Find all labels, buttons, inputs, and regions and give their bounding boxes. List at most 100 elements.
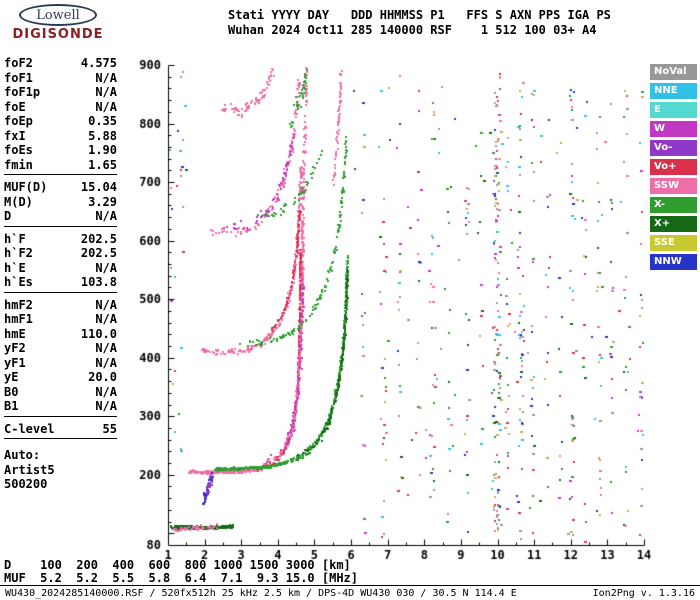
param-row-h`Es: h`Es 103.8 [4, 275, 117, 290]
param-group-3: hmF2 N/A hmF1 N/A hmE 110.0 yF2 N/A yF1 N/A yE 20.0… [4, 298, 117, 417]
legend-item-E: E [650, 102, 697, 118]
param-row-MUF(D): MUF(D) 15.04 [4, 180, 117, 195]
param-label: yF2 [4, 341, 26, 355]
param-value: N/A [95, 312, 117, 326]
param-value: N/A [95, 260, 117, 275]
param-label: fmin [4, 157, 33, 172]
param-group-4: C-level 55 [4, 422, 117, 439]
param-value: N/A [95, 209, 117, 223]
param-row-foF2: foF2 4.575 [4, 56, 117, 71]
param-value: 55 [102, 421, 117, 436]
param-value: 3.29 [88, 194, 117, 209]
param-row-hmF2: hmF2 N/A [4, 298, 117, 313]
param-value: 15.04 [80, 180, 117, 194]
param-label: foE [4, 99, 26, 114]
parameter-panel: foF2 4.575 foF1 N/A foF1p N/A foE N/A foEp 0.35 fx… [4, 56, 117, 492]
param-row-h`F2: h`F2 202.5 [4, 246, 117, 261]
param-row-foF1: foF1 N/A [4, 71, 117, 86]
param-footer-line-0: Auto: [4, 448, 41, 462]
digisonde-logo-text: DIGISONDE [12, 27, 104, 42]
param-row-B0: B0 N/A [4, 385, 117, 400]
param-value: 0.35 [88, 114, 117, 128]
param-value: N/A [95, 341, 117, 355]
param-label: h`Es [4, 275, 33, 289]
param-row-h`E: h`E N/A [4, 261, 117, 276]
param-row-yF1: yF1 N/A [4, 356, 117, 371]
param-value: 202.5 [80, 231, 117, 246]
lowell-logo-text: Lowell [36, 7, 80, 23]
lowell-logo-oval: Lowell [19, 4, 97, 26]
param-value: N/A [95, 297, 117, 312]
param-label: hmF2 [4, 297, 33, 312]
param-row-h`F: h`F 202.5 [4, 232, 117, 247]
legend-item-NoVal: NoVal [650, 64, 697, 80]
legend-item-W: W [650, 121, 697, 137]
param-row-yF2: yF2 N/A [4, 341, 117, 356]
param-label: foF1p [4, 85, 41, 99]
param-group-0: foF2 4.575 foF1 N/A foF1p N/A foE N/A foEp 0.35 fx… [4, 56, 117, 175]
param-label: B0 [4, 384, 19, 399]
param-row-foE: foE N/A [4, 100, 117, 115]
param-group-2: h`F 202.5 h`F2 202.5 h`E N/A h`Es 103.8 [4, 232, 117, 293]
param-row-foEp: foEp 0.35 [4, 114, 117, 129]
muf-table: D 100 200 400 600 800 1000 1500 3000 [km… [4, 558, 359, 585]
param-label: hmE [4, 326, 26, 341]
param-value: 110.0 [80, 326, 117, 341]
legend-item-X+: X+ [650, 216, 697, 232]
param-value: N/A [95, 99, 117, 114]
param-value: N/A [95, 399, 117, 413]
param-value: 1.65 [88, 157, 117, 172]
param-label: h`F2 [4, 246, 33, 260]
param-row-B1: B1 N/A [4, 399, 117, 414]
param-value: 202.5 [80, 246, 117, 260]
param-row-fmin: fmin 1.65 [4, 158, 117, 173]
param-footer-line-2: 500200 [4, 477, 48, 491]
legend-item-Vo-: Vo- [650, 140, 697, 156]
param-label: h`E [4, 260, 26, 275]
param-label: C-level [4, 421, 55, 436]
param-value: N/A [95, 85, 117, 99]
param-value: N/A [95, 355, 117, 370]
param-label: h`F [4, 231, 26, 246]
param-value: 1.90 [88, 143, 117, 157]
legend-item-NNW: NNW [650, 254, 697, 270]
param-footer: Auto: Artist5 500200 [4, 448, 117, 492]
param-label: B1 [4, 399, 19, 413]
param-value: 20.0 [88, 370, 117, 384]
legend-item-Vo+: Vo+ [650, 159, 697, 175]
param-footer-line-1: Artist5 [4, 462, 55, 477]
param-label: yE [4, 370, 19, 384]
legend: NoVal NNE E W Vo- Vo+ SSW X- X+ SSE NNW [650, 64, 697, 273]
param-label: MUF(D) [4, 180, 48, 194]
param-row-D: D N/A [4, 209, 117, 224]
status-bar: WU430_2024285140000.RSF / 520fx512h 25 k… [0, 585, 700, 600]
param-row-yE: yE 20.0 [4, 370, 117, 385]
param-row-fxI: fxI 5.88 [4, 129, 117, 144]
param-label: foEs [4, 143, 33, 157]
preface-header-line2: Wuhan 2024 Oct11 285 140000 RSF 1 512 10… [228, 23, 597, 37]
param-value: 4.575 [80, 56, 117, 70]
param-label: foEp [4, 114, 33, 128]
param-row-hmE: hmE 110.0 [4, 327, 117, 342]
status-file-info: WU430_2024285140000.RSF / 520fx512h 25 k… [5, 588, 517, 599]
preface-header: Stati YYYY DAY DDD HHMMSS P1 FFS S AXN P… [228, 8, 611, 38]
param-value: 5.88 [88, 128, 117, 143]
param-row-C-level: C-level 55 [4, 422, 117, 437]
param-value: 103.8 [80, 275, 117, 289]
digisonde-logo: Lowell DIGISONDE [6, 4, 110, 42]
param-label: hmF1 [4, 312, 33, 326]
param-label: M(D) [4, 194, 33, 209]
param-row-M(D): M(D) 3.29 [4, 195, 117, 210]
param-value: N/A [95, 384, 117, 399]
legend-item-NNE: NNE [650, 83, 697, 99]
param-row-foEs: foEs 1.90 [4, 143, 117, 158]
param-label: fxI [4, 128, 26, 143]
param-group-1: MUF(D) 15.04 M(D) 3.29 D N/A [4, 180, 117, 227]
status-version: Ion2Png v. 1.3.16 [592, 588, 695, 599]
param-label: foF1 [4, 70, 33, 85]
param-row-hmF1: hmF1 N/A [4, 312, 117, 327]
legend-item-X-: X- [650, 197, 697, 213]
legend-item-SSE: SSE [650, 235, 697, 251]
